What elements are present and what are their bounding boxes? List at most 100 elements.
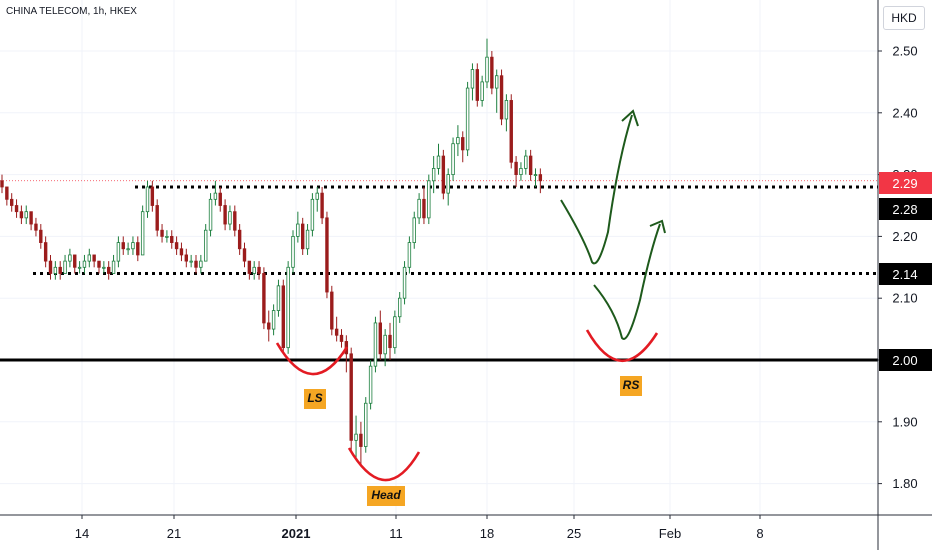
candle-body: [233, 211, 237, 231]
candle-body: [34, 223, 38, 231]
candle-body: [271, 310, 276, 330]
candle-body: [218, 192, 222, 206]
candle-body: [189, 260, 193, 263]
candle-body: [24, 211, 28, 219]
y-tick-label: 2.40: [892, 105, 917, 120]
candle-body: [310, 198, 315, 231]
candle-body: [485, 56, 489, 83]
candle-body: [528, 155, 533, 175]
candle-body: [296, 223, 300, 237]
projection-curve-upper: [560, 114, 633, 265]
price-tag-bg: [879, 172, 932, 194]
candle-body: [223, 205, 227, 225]
candle-body: [48, 260, 53, 274]
candle-body: [334, 328, 339, 336]
price-tag-bg: [879, 198, 932, 220]
x-tick-label: 8: [756, 526, 763, 541]
price-tag-bg: [879, 349, 932, 371]
candle-body: [174, 242, 179, 250]
candle-body: [121, 242, 125, 250]
candle-body: [63, 260, 67, 274]
candle-body: [300, 223, 305, 250]
candle-body: [349, 353, 353, 441]
candle-body: [242, 248, 247, 262]
candle-body: [116, 242, 121, 262]
candle-body: [252, 266, 256, 274]
candle-body: [102, 266, 106, 269]
candle-body: [509, 100, 513, 163]
candle-body: [364, 402, 368, 447]
x-tick-label: 21: [167, 526, 181, 541]
symbol-title: CHINA TELECOM, 1h, HKEX: [6, 6, 137, 17]
x-tick-label: 11: [389, 526, 403, 541]
candle-body: [87, 254, 91, 262]
candle-body: [533, 174, 538, 177]
candle-body: [39, 229, 43, 243]
x-tick-label: 14: [75, 526, 89, 541]
candle-body: [436, 155, 441, 169]
candle-body: [480, 81, 484, 101]
candle-body: [422, 198, 426, 219]
candle-body: [92, 254, 96, 262]
candle-body: [456, 137, 460, 145]
candle-body: [53, 266, 58, 274]
right-shoulder-arc: [585, 329, 659, 362]
candle-body: [519, 168, 523, 175]
candle-body: [276, 285, 281, 311]
candle-body: [136, 242, 140, 256]
candle-body: [14, 205, 19, 213]
candle-body: [315, 192, 319, 200]
head-label: Head: [371, 488, 401, 502]
candle-body: [378, 322, 382, 355]
candle-body: [373, 322, 378, 367]
candle-body: [58, 266, 62, 274]
candle-body: [397, 297, 402, 318]
drawings: [275, 109, 666, 506]
price-tag-label: 2.14: [892, 267, 917, 282]
left-shoulder-arc: [275, 342, 349, 376]
candle-body: [179, 248, 184, 256]
candle-body: [354, 433, 358, 441]
candle-body: [43, 242, 48, 262]
candle-body: [402, 266, 407, 299]
candle-body: [257, 266, 261, 274]
candle-body: [145, 186, 150, 213]
candle-body: [82, 260, 87, 268]
candle-body: [504, 100, 509, 120]
candle-body: [155, 205, 159, 231]
x-tick-label: Feb: [659, 526, 681, 541]
candle-body: [237, 229, 242, 250]
candle-body: [368, 365, 373, 404]
candle-body: [407, 242, 412, 268]
candle-body: [441, 155, 446, 194]
x-tick-label: 2021: [282, 526, 311, 541]
candle-body: [111, 260, 116, 274]
projection-arrowhead-lower: [649, 219, 666, 234]
candle-body: [388, 334, 392, 349]
candle-body: [213, 192, 218, 200]
candle-body: [475, 69, 479, 101]
candle-body: [417, 198, 421, 219]
candle-body: [73, 254, 77, 268]
currency-button[interactable]: HKD: [883, 6, 925, 30]
y-tick-label: 1.80: [892, 476, 917, 491]
x-tick-label: 25: [567, 526, 581, 541]
ls-label: LS: [307, 391, 323, 405]
candle-body: [286, 266, 290, 349]
y-tick-label: 2.20: [892, 229, 917, 244]
price-tag-label: 2.28: [892, 202, 917, 217]
candle-body: [524, 155, 528, 169]
candle-body: [68, 254, 72, 262]
candle-body: [490, 56, 494, 89]
candle-body: [451, 143, 455, 175]
candle-body: [291, 235, 295, 268]
candle-body: [267, 322, 271, 330]
candles: [0, 38, 543, 466]
candle-body: [0, 180, 4, 188]
candle-body: [199, 260, 203, 268]
candle-body: [446, 174, 450, 194]
candle-body: [383, 334, 387, 355]
candle-body: [393, 316, 397, 349]
